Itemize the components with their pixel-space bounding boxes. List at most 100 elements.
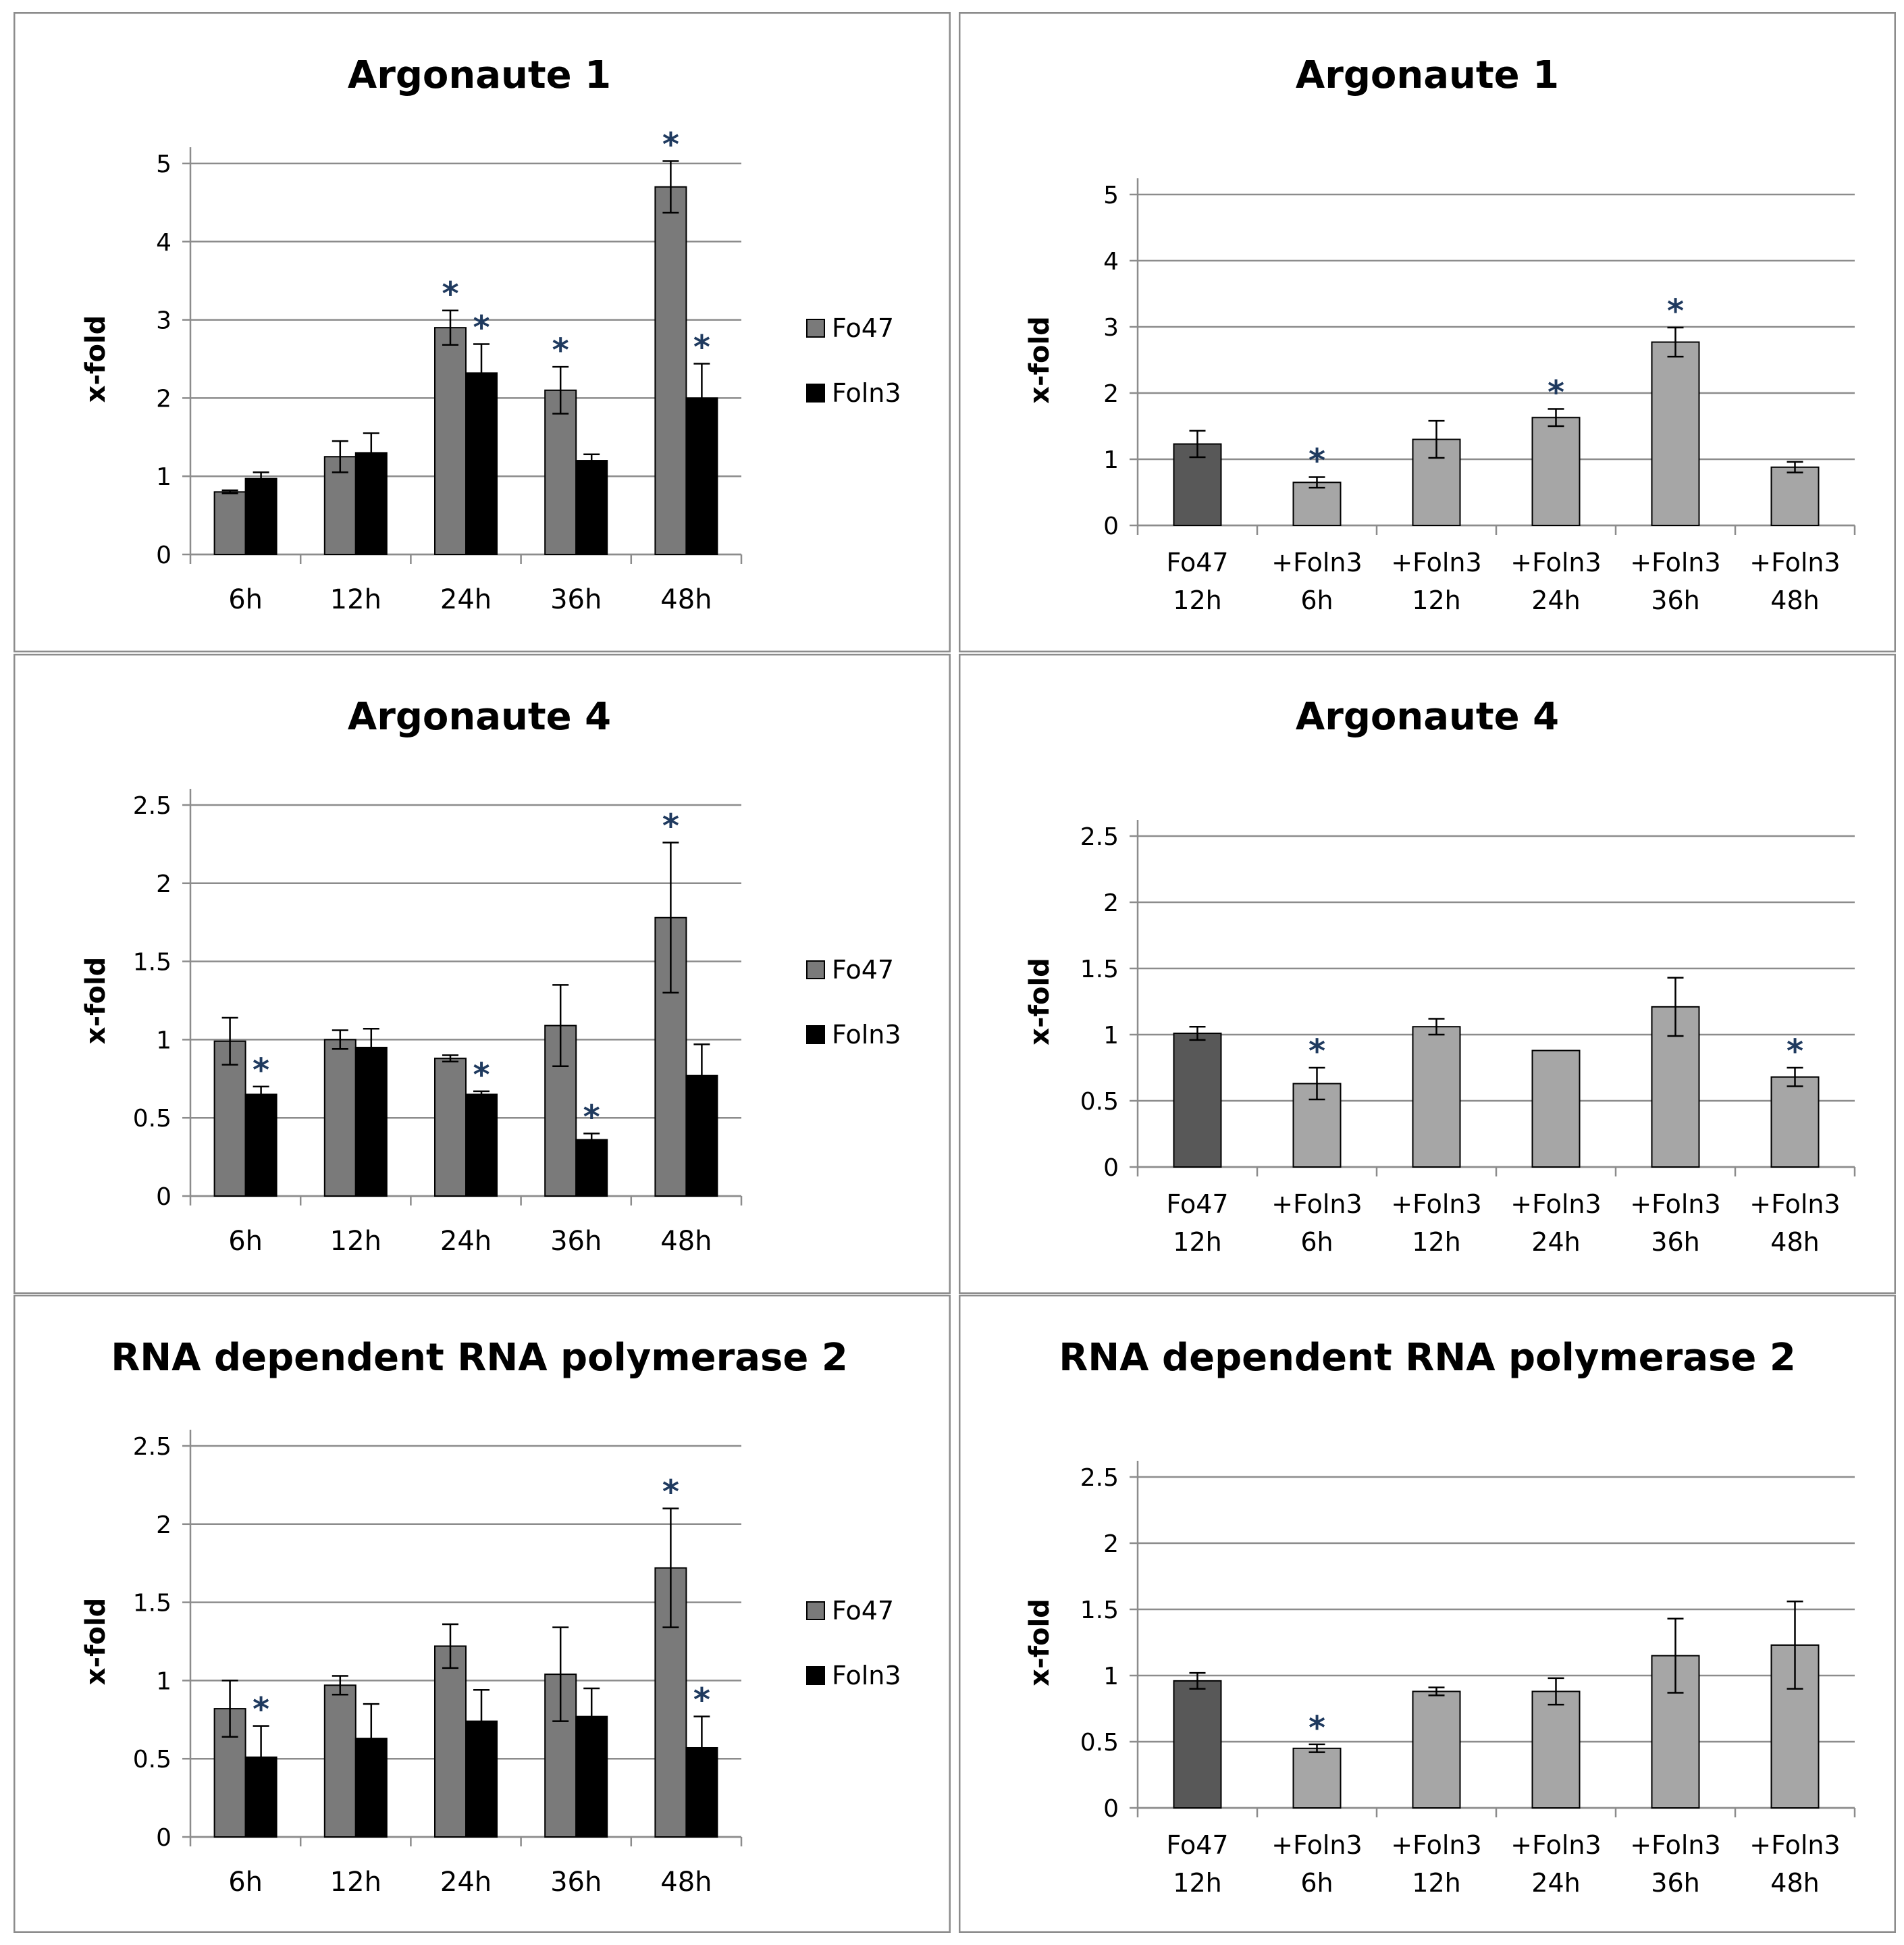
bar-foln3-24h <box>465 1093 498 1197</box>
legend-swatch-fo47 <box>806 319 825 338</box>
bar-fo47-24h <box>434 327 467 555</box>
y-tick-label: 2.5 <box>1080 1464 1119 1492</box>
y-tick-label: 2.5 <box>133 792 171 820</box>
y-tick-label: 2 <box>156 385 171 413</box>
x-tick-label: 48h <box>660 1867 712 1898</box>
y-tick-label: 4 <box>1103 248 1119 276</box>
y-tick-label: 2.5 <box>133 1433 171 1461</box>
chart-title: RNA dependent RNA polymerase 2 <box>111 1336 848 1380</box>
y-tick-label: 2 <box>1103 1530 1119 1558</box>
x-tick-label-line1: +Foln3 <box>1749 1189 1840 1219</box>
x-tick-label-line2: 12h <box>1173 586 1221 615</box>
x-tick-label-line2: 24h <box>1531 1227 1580 1257</box>
x-tick-label: 24h <box>440 584 492 615</box>
x-tick-label-line2: 48h <box>1770 1868 1819 1898</box>
y-tick-label: 1 <box>156 463 171 491</box>
y-tick-label: 0.5 <box>133 1105 171 1133</box>
x-tick-label-line2: 36h <box>1651 1868 1699 1898</box>
legend-swatch-foln3 <box>806 384 825 403</box>
x-tick-label-line1: +Foln3 <box>1271 548 1362 577</box>
panel-border <box>959 654 1896 1294</box>
chart-svg: Argonaute 4 x-fold 0 0.5 1 1.5 2 2.5 * * * * 6h 12h 24… <box>14 654 951 1294</box>
x-tick-label-line1: +Foln3 <box>1630 1189 1720 1219</box>
y-tick-label: 3 <box>156 307 171 335</box>
chart-svg: Argonaute 1 x-fold 0 1 2 3 4 5 Fo47 12h * +Foln3 6h +… <box>959 12 1896 652</box>
y-axis-label: x-fold <box>1024 316 1055 404</box>
x-tick-label: 12h <box>330 1226 381 1257</box>
y-tick-label: 5 <box>1103 182 1119 209</box>
y-tick-label: 0 <box>1103 1795 1119 1823</box>
x-tick-label-line2: 12h <box>1173 1227 1221 1257</box>
y-tick-label: 1 <box>1103 446 1119 474</box>
significance-star: * <box>1548 374 1564 412</box>
bar-5 <box>1770 1076 1820 1168</box>
x-tick-label-line1: +Foln3 <box>1510 1189 1601 1219</box>
x-tick-label: 12h <box>330 584 381 615</box>
chart-panel-ago1-time: Argonaute 1 x-fold 0 1 2 3 4 5 * * * * * 6h 12h 24h 36h 4… <box>14 12 951 652</box>
bar-foln3-6h <box>244 1093 277 1197</box>
bar-2 <box>1412 1690 1461 1809</box>
significance-star: * <box>1787 1033 1803 1070</box>
bar-foln3-36h <box>575 460 608 555</box>
chart-panel-ago4-time: Argonaute 4 x-fold 0 0.5 1 1.5 2 2.5 * * * * 6h 12h 24… <box>14 654 951 1294</box>
x-tick-label-line2: 12h <box>1412 1227 1460 1257</box>
significance-star: * <box>442 276 458 313</box>
y-tick-label: 2.5 <box>1080 823 1119 851</box>
x-tick-label-line1: +Foln3 <box>1271 1189 1362 1219</box>
x-tick-label-line1: +Foln3 <box>1271 1830 1362 1860</box>
x-tick-label-line2: 48h <box>1770 586 1819 615</box>
chart-svg: Argonaute 4 x-fold 0 0.5 1 1.5 2 2.5 Fo47 12h * +Fo… <box>959 654 1896 1294</box>
y-tick-label: 1 <box>1103 1663 1119 1690</box>
x-tick-label-line2: 24h <box>1531 1868 1580 1898</box>
bar-0 <box>1173 1680 1222 1809</box>
legend-label-foln3: Foln3 <box>832 378 901 408</box>
x-tick-label-line1: +Foln3 <box>1391 548 1481 577</box>
chart-title: Argonaute 4 <box>348 695 611 739</box>
x-tick-label: 48h <box>660 1226 712 1257</box>
x-tick-label: 12h <box>330 1867 381 1898</box>
y-tick-label: 0.5 <box>133 1746 171 1773</box>
x-tick-label-line2: 36h <box>1651 586 1699 615</box>
legend-swatch-foln3 <box>806 1025 825 1044</box>
y-tick-label: 4 <box>156 229 171 257</box>
significance-star: * <box>1667 292 1684 330</box>
x-tick-label: 36h <box>550 584 602 615</box>
significance-star: * <box>1308 1709 1325 1747</box>
significance-star: * <box>662 808 679 846</box>
y-axis-label: x-fold <box>1024 958 1055 1045</box>
bar-2 <box>1412 1026 1461 1168</box>
x-tick-label: 36h <box>550 1867 602 1898</box>
y-tick-label: 2 <box>156 1511 171 1539</box>
bar-5 <box>1770 466 1820 527</box>
significance-star: * <box>473 1056 490 1094</box>
x-tick-label-line2: 12h <box>1412 586 1460 615</box>
bar-fo47-12h <box>323 1039 356 1197</box>
chart-title: RNA dependent RNA polymerase 2 <box>1059 1336 1796 1380</box>
significance-star: * <box>693 328 710 366</box>
y-tick-label: 1.5 <box>1080 1597 1119 1624</box>
x-tick-label-line2: 36h <box>1651 1227 1699 1257</box>
y-tick-label: 1 <box>156 1667 171 1695</box>
x-tick-label-line1: +Foln3 <box>1749 1830 1840 1860</box>
bar-1 <box>1292 482 1342 526</box>
bar-fo47-6h <box>213 1040 246 1197</box>
bar-3 <box>1531 1049 1581 1168</box>
bar-foln3-12h <box>354 1046 388 1197</box>
bar-1 <box>1292 1747 1342 1809</box>
y-tick-label: 1.5 <box>133 949 171 977</box>
x-tick-label-line1: +Foln3 <box>1630 1830 1720 1860</box>
legend-label-fo47: Fo47 <box>832 1596 894 1626</box>
chart-title: Argonaute 1 <box>348 53 611 97</box>
legend-label-fo47: Fo47 <box>832 955 894 985</box>
bar-3 <box>1531 417 1581 527</box>
bar-fo47-12h <box>323 1684 356 1838</box>
y-tick-label: 1.5 <box>1080 956 1119 983</box>
legend-label-foln3: Foln3 <box>832 1661 901 1690</box>
y-tick-label: 2 <box>1103 889 1119 917</box>
x-tick-label-line1: +Foln3 <box>1630 548 1720 577</box>
legend-label-fo47: Fo47 <box>832 313 894 343</box>
y-axis-label: x-fold <box>80 957 111 1045</box>
x-tick-label-line2: 12h <box>1173 1868 1221 1898</box>
x-tick-label-line1: +Foln3 <box>1391 1189 1481 1219</box>
chart-panel-ago1-infection: Argonaute 1 x-fold 0 1 2 3 4 5 Fo47 12h * +Foln3 6h +… <box>959 12 1896 652</box>
